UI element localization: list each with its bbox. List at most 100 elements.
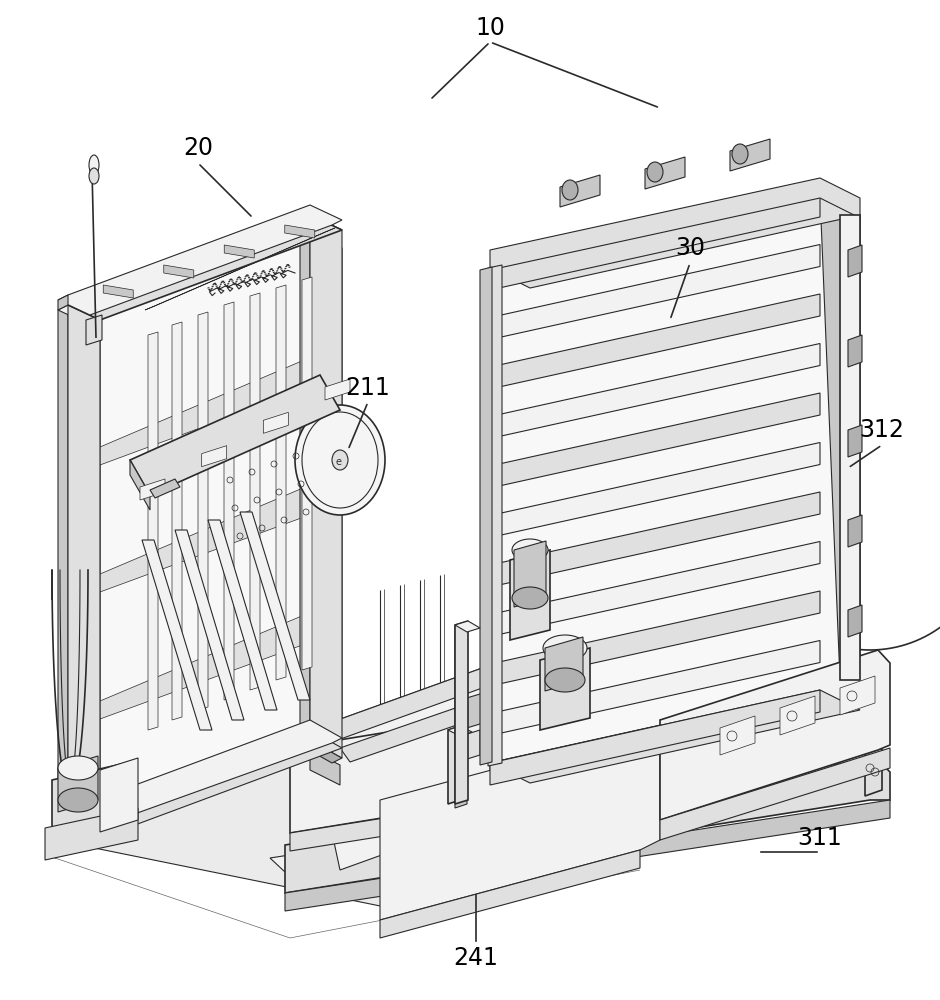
Polygon shape — [224, 302, 234, 700]
Polygon shape — [202, 446, 227, 467]
Text: 20: 20 — [183, 136, 213, 160]
Polygon shape — [100, 612, 342, 719]
Polygon shape — [172, 322, 182, 720]
Polygon shape — [310, 750, 340, 785]
Polygon shape — [490, 591, 820, 686]
Ellipse shape — [332, 450, 348, 470]
Polygon shape — [225, 245, 254, 258]
Polygon shape — [490, 268, 500, 763]
Text: 10: 10 — [475, 16, 505, 40]
Polygon shape — [460, 688, 500, 730]
Polygon shape — [300, 215, 342, 235]
Polygon shape — [290, 655, 875, 833]
Polygon shape — [540, 648, 590, 730]
Polygon shape — [645, 157, 685, 189]
Ellipse shape — [543, 635, 587, 661]
Ellipse shape — [647, 162, 663, 182]
Ellipse shape — [512, 587, 548, 609]
Polygon shape — [290, 740, 875, 851]
Polygon shape — [142, 540, 212, 730]
Ellipse shape — [295, 405, 385, 515]
Polygon shape — [150, 479, 180, 498]
Polygon shape — [448, 726, 472, 736]
Polygon shape — [380, 730, 660, 920]
Polygon shape — [100, 230, 342, 828]
Polygon shape — [250, 293, 260, 690]
Ellipse shape — [732, 144, 748, 164]
Polygon shape — [490, 244, 820, 340]
Polygon shape — [286, 756, 882, 860]
Polygon shape — [58, 825, 90, 850]
Polygon shape — [340, 810, 347, 842]
Polygon shape — [240, 512, 310, 700]
Polygon shape — [660, 748, 890, 840]
Polygon shape — [58, 720, 342, 830]
Polygon shape — [455, 625, 467, 808]
Polygon shape — [340, 738, 870, 828]
Polygon shape — [780, 696, 815, 735]
Polygon shape — [286, 860, 298, 880]
Polygon shape — [52, 762, 130, 848]
Polygon shape — [380, 850, 640, 938]
Polygon shape — [302, 277, 312, 670]
Polygon shape — [490, 565, 820, 775]
Polygon shape — [68, 730, 342, 838]
Polygon shape — [490, 393, 820, 488]
Text: e: e — [335, 457, 341, 467]
Polygon shape — [58, 305, 68, 825]
Polygon shape — [58, 756, 98, 812]
Polygon shape — [208, 520, 277, 710]
Text: 211: 211 — [346, 376, 390, 400]
Polygon shape — [355, 756, 878, 842]
Polygon shape — [510, 550, 550, 640]
Polygon shape — [310, 215, 342, 758]
Polygon shape — [45, 808, 138, 860]
Polygon shape — [100, 758, 138, 832]
Polygon shape — [175, 530, 244, 720]
Polygon shape — [198, 312, 208, 710]
Text: 312: 312 — [859, 418, 904, 442]
Polygon shape — [130, 375, 340, 495]
Polygon shape — [58, 205, 342, 315]
Polygon shape — [68, 215, 342, 320]
Text: 30: 30 — [675, 236, 705, 260]
Polygon shape — [820, 195, 860, 680]
Polygon shape — [840, 215, 860, 680]
Polygon shape — [848, 245, 862, 277]
Polygon shape — [300, 740, 342, 763]
Polygon shape — [490, 442, 820, 538]
Polygon shape — [270, 768, 870, 872]
Polygon shape — [545, 637, 583, 691]
Polygon shape — [455, 621, 480, 632]
Polygon shape — [285, 800, 890, 911]
Polygon shape — [848, 605, 862, 637]
Polygon shape — [720, 716, 755, 755]
Polygon shape — [340, 696, 500, 762]
Polygon shape — [58, 810, 68, 825]
Polygon shape — [68, 305, 100, 838]
Polygon shape — [514, 541, 546, 607]
Text: 241: 241 — [454, 946, 498, 970]
Polygon shape — [490, 344, 820, 438]
Ellipse shape — [562, 180, 578, 200]
Polygon shape — [848, 335, 862, 367]
Polygon shape — [490, 195, 840, 763]
Polygon shape — [490, 294, 820, 389]
Polygon shape — [490, 492, 820, 587]
Ellipse shape — [512, 539, 548, 561]
Polygon shape — [103, 285, 133, 298]
Polygon shape — [840, 676, 875, 715]
Polygon shape — [490, 195, 860, 288]
Polygon shape — [355, 828, 362, 860]
Polygon shape — [870, 756, 878, 788]
Polygon shape — [488, 265, 502, 766]
Polygon shape — [660, 650, 890, 820]
Polygon shape — [865, 748, 882, 796]
Polygon shape — [130, 460, 150, 510]
Polygon shape — [285, 752, 890, 893]
Polygon shape — [276, 285, 286, 680]
Polygon shape — [164, 265, 194, 278]
Polygon shape — [448, 726, 460, 804]
Polygon shape — [455, 621, 468, 804]
Polygon shape — [560, 175, 600, 207]
